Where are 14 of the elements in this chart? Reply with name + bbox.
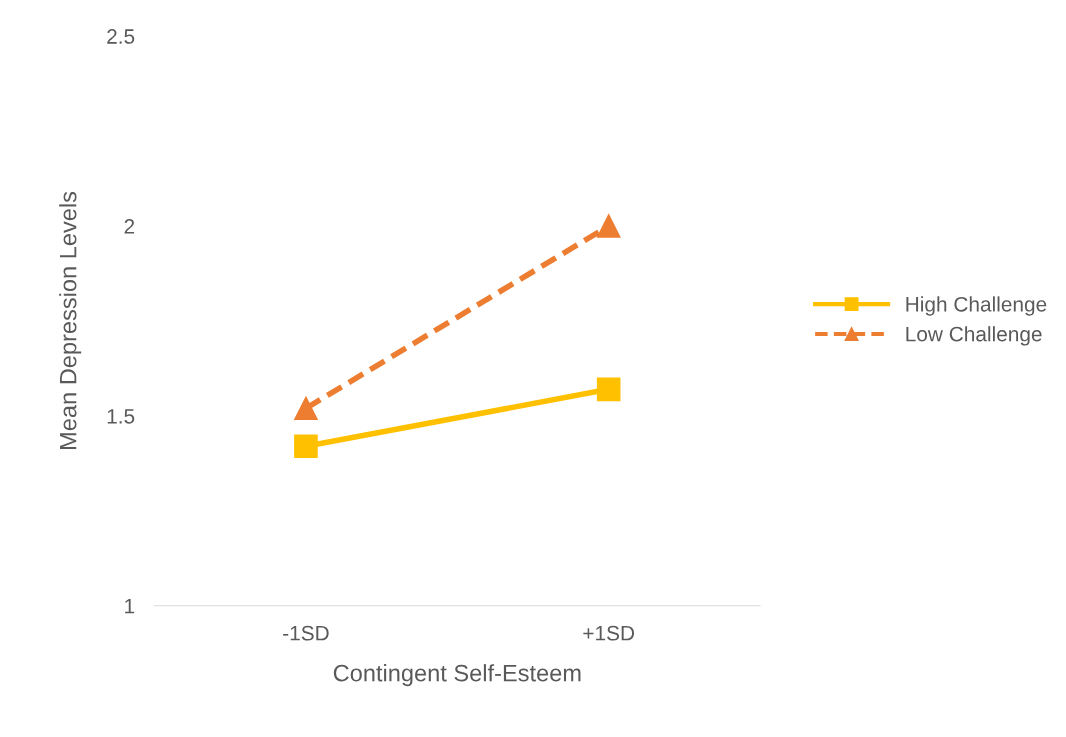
x-tick-label: -1SD bbox=[283, 625, 329, 641]
point bbox=[596, 214, 621, 238]
point bbox=[294, 434, 318, 459]
y-tick-label: 2 bbox=[124, 219, 135, 234]
x-tick-label: +1SD bbox=[583, 625, 635, 641]
x-axis-title: Contingent Self-Esteem bbox=[333, 664, 581, 687]
legend-label: High Challenge bbox=[906, 296, 1047, 316]
y-axis-title: Mean Depression Levels bbox=[59, 191, 82, 449]
point bbox=[294, 396, 318, 421]
legend-label: Low Challenge bbox=[906, 326, 1042, 346]
y-tick-label: 1.5 bbox=[107, 409, 135, 424]
y-tick-label: 1 bbox=[125, 599, 135, 614]
point bbox=[596, 377, 621, 402]
y-tick-label: 2.5 bbox=[107, 29, 135, 44]
